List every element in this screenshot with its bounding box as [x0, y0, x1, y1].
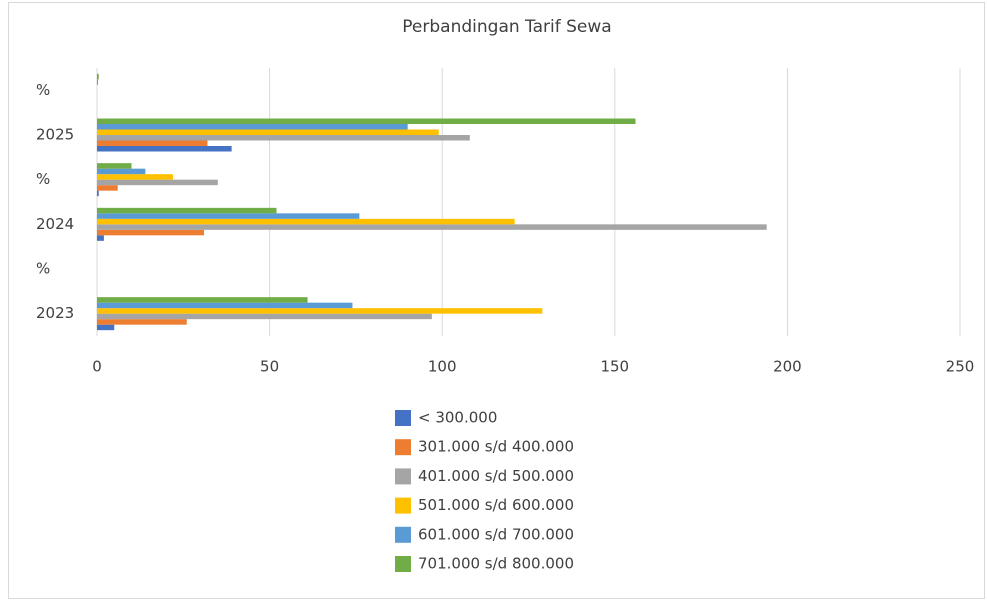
legend-label: 701.000 s/d 800.000 [418, 555, 574, 573]
bar [97, 146, 232, 152]
bar [97, 135, 470, 141]
bar [97, 179, 218, 186]
bar [97, 218, 515, 225]
x-tick-label: 100 [428, 358, 457, 376]
bar [97, 190, 99, 197]
bar [97, 185, 118, 191]
y-tick-label: 2025 [36, 126, 74, 144]
y-tick-label: 2024 [36, 215, 74, 233]
x-tick-label: 0 [92, 358, 102, 376]
legend-swatch [395, 526, 411, 543]
legend-label: 601.000 s/d 700.000 [418, 525, 574, 543]
bar [97, 73, 99, 80]
bar [97, 207, 277, 214]
bar [97, 224, 767, 230]
legend-swatch [395, 468, 411, 485]
bar [97, 324, 115, 331]
bar [97, 174, 173, 180]
bar [97, 213, 360, 219]
legend-swatch [395, 556, 411, 572]
legend-label: 501.000 s/d 600.000 [418, 496, 574, 514]
legend-label: < 300.000 [418, 409, 497, 427]
bar [97, 140, 208, 146]
bar [97, 319, 187, 325]
y-tick-label: % [36, 81, 50, 99]
y-tick-label: % [36, 170, 50, 188]
x-tick-label: 150 [600, 358, 629, 376]
legend-label: 401.000 s/d 500.000 [418, 467, 574, 485]
bar [97, 79, 99, 85]
legend-label: 301.000 s/d 400.000 [418, 438, 574, 456]
bar [97, 302, 353, 309]
bar [97, 297, 308, 303]
legend-swatch [395, 497, 411, 514]
x-tick-label: 50 [260, 358, 279, 376]
y-tick-label: 2023 [36, 304, 74, 322]
legend-swatch [395, 439, 411, 456]
bar [97, 308, 543, 314]
x-tick-label: 200 [773, 358, 802, 376]
bar [97, 235, 104, 241]
bar [97, 163, 132, 169]
y-tick-label: % [36, 260, 50, 278]
bar [97, 118, 636, 124]
bar [97, 168, 146, 175]
chart-title: Perbandingan Tarif Sewa [402, 17, 611, 37]
bar [97, 313, 432, 320]
bar [97, 229, 205, 236]
bar [97, 129, 439, 135]
bar [97, 124, 408, 130]
legend-swatch [395, 410, 411, 426]
x-tick-label: 250 [946, 358, 975, 376]
